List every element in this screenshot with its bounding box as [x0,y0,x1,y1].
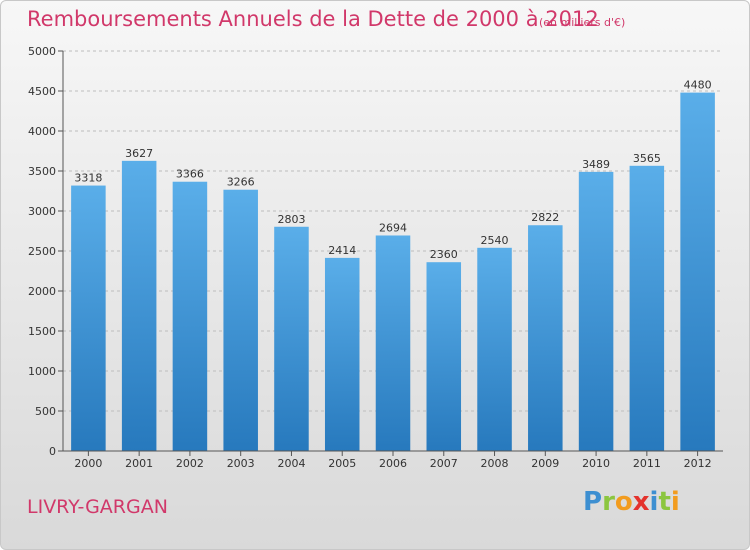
axis-layer: 0 500 1000 1500 2000 2500 3000 3500 4000 4500 5000… [28,45,723,470]
y-tick-label: 4000 [28,125,56,138]
bar-value-label: 3565 [633,152,661,165]
bar-value-label: 4480 [684,79,712,92]
x-tick-label: 2004 [277,457,305,470]
y-tick-label: 1500 [28,325,56,338]
x-tick-label: 2009 [531,457,559,470]
logo-letter: x [632,487,650,517]
y-tick-label: 500 [35,405,56,418]
bar-2010 [578,171,614,451]
x-tick-label: 2007 [430,457,458,470]
bar-value-label: 2822 [531,211,559,224]
bar-value-label: 3627 [125,147,153,160]
bars-layer: 3318 3627 3366 3266 2803 2414 2694 2360 2540 2822… [71,79,715,452]
x-tick-label: 2002 [176,457,204,470]
x-tick-label: 2001 [125,457,153,470]
bar-value-label: 2414 [328,244,356,257]
bar-2000 [71,185,106,451]
bar-2002 [172,181,208,451]
logo-letter: i [670,487,680,517]
bar-value-label: 3318 [74,172,102,185]
city-name: LIVRY-GARGAN [27,496,168,518]
logo-letter: r [602,487,615,517]
y-tick-label: 2500 [28,245,56,258]
logo-letter: t [658,487,671,517]
x-tick-label: 2011 [633,457,661,470]
bar-value-label: 2803 [277,213,305,226]
y-tick-label: 0 [49,445,56,458]
bar-2005 [324,257,360,451]
x-tick-label: 2012 [684,457,712,470]
bar-value-label: 2694 [379,221,407,234]
y-tick-label: 3500 [28,165,56,178]
bar-2006 [375,235,411,451]
logo-letter: o [614,487,633,517]
bar-value-label: 2540 [481,234,509,247]
chart-subtitle: (en milliers d'€) [539,16,626,29]
bar-value-label: 3489 [582,158,610,171]
bar-2003 [223,189,258,451]
x-tick-label: 2005 [328,457,356,470]
logo-letter: i [649,487,659,517]
y-tick-label: 4500 [28,85,56,98]
chart-title: Remboursements Annuels de la Dette de 20… [27,7,599,31]
bar-value-label: 2360 [430,248,458,261]
x-tick-label: 2000 [74,457,102,470]
bar-2004 [274,226,309,451]
y-tick-label: 5000 [28,45,56,58]
bar-2012 [680,92,715,451]
x-tick-label: 2006 [379,457,407,470]
proxiti-logo: Proxiti [583,487,680,517]
bar-2001 [121,160,157,451]
bar-2009 [528,225,563,451]
y-tick-label: 2000 [28,285,56,298]
y-tick-label: 3000 [28,205,56,218]
logo-letter: P [583,487,603,517]
bar-value-label: 3366 [176,168,204,181]
y-tick-label: 1000 [28,365,56,378]
bar-2008 [477,247,512,451]
x-tick-label: 2003 [227,457,255,470]
bar-2011 [629,165,665,452]
bar-2007 [426,262,462,451]
x-tick-label: 2008 [481,457,509,470]
bar-value-label: 3266 [227,176,255,189]
x-tick-label: 2010 [582,457,610,470]
